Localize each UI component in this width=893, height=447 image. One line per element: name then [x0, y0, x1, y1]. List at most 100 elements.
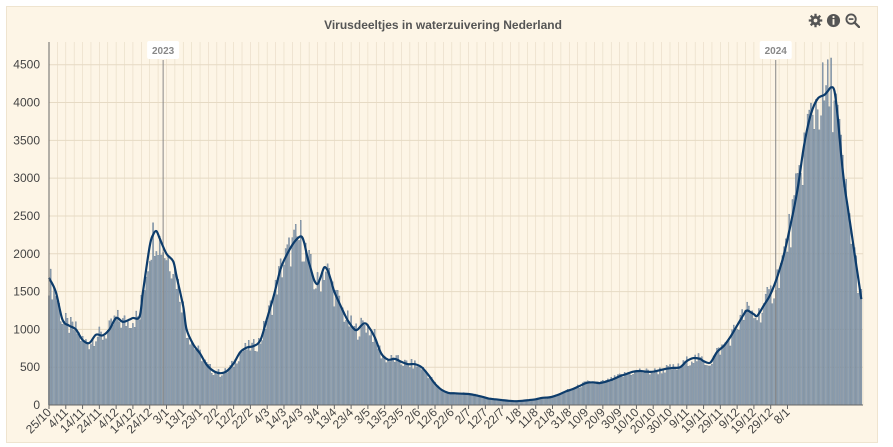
y-tick-label: 1000	[13, 322, 40, 336]
bar	[588, 381, 591, 406]
bar	[107, 330, 109, 406]
bar	[570, 389, 572, 406]
bar	[454, 393, 456, 406]
bar	[217, 369, 220, 406]
bar	[850, 243, 852, 406]
bar	[412, 368, 414, 406]
gear-icon[interactable]	[808, 13, 823, 28]
bar	[68, 332, 70, 406]
bar	[449, 393, 451, 406]
bar	[377, 348, 379, 406]
bar	[838, 118, 841, 406]
bar	[180, 312, 183, 406]
bar	[316, 272, 319, 406]
bar	[832, 132, 834, 406]
bar	[679, 368, 681, 406]
bar	[130, 328, 132, 406]
bar	[749, 312, 752, 406]
zoom-out-icon[interactable]	[845, 13, 860, 28]
y-tick-label: 0	[33, 398, 40, 412]
bar	[387, 359, 389, 406]
bar	[49, 268, 52, 406]
bar	[674, 366, 676, 406]
bar	[581, 382, 584, 406]
bar	[234, 359, 237, 406]
bar	[204, 359, 206, 406]
bar	[627, 373, 629, 406]
bar	[667, 366, 670, 406]
bar	[340, 307, 342, 406]
bar	[402, 365, 404, 406]
bar	[427, 378, 430, 406]
x-tick-label: 8/1	[771, 405, 793, 427]
bar	[291, 237, 294, 406]
bar	[753, 318, 755, 406]
bar	[169, 271, 171, 406]
bar	[691, 361, 693, 406]
bar	[232, 366, 235, 406]
bar	[65, 313, 67, 406]
bar	[756, 320, 759, 406]
bar	[160, 254, 163, 406]
bar	[343, 321, 346, 406]
bar	[716, 348, 718, 406]
trend-line	[48, 86, 863, 403]
bar	[628, 372, 631, 406]
bar	[813, 129, 816, 406]
bar	[306, 258, 309, 406]
bar	[192, 345, 195, 406]
bar	[269, 300, 272, 406]
bar	[138, 319, 141, 406]
bar	[481, 397, 483, 406]
bar	[622, 376, 624, 406]
bar	[456, 394, 458, 406]
bar	[153, 256, 156, 406]
bar	[328, 268, 331, 406]
bar	[724, 342, 727, 406]
bar	[385, 362, 388, 406]
bar	[722, 345, 725, 406]
bar	[719, 354, 722, 406]
bar	[429, 377, 431, 406]
bar	[133, 327, 136, 406]
bar	[409, 367, 411, 406]
bar	[414, 360, 416, 406]
bar	[459, 393, 461, 406]
bar	[659, 367, 661, 406]
bar	[258, 338, 260, 406]
bar	[100, 331, 102, 406]
bar	[571, 389, 574, 406]
bar	[303, 261, 305, 406]
bar	[179, 301, 181, 406]
bar	[778, 288, 780, 406]
bar	[333, 306, 336, 406]
bar	[860, 288, 863, 406]
bar	[216, 374, 218, 406]
bar	[397, 355, 399, 406]
bar	[818, 129, 821, 406]
bar	[727, 338, 730, 406]
bar	[83, 340, 85, 406]
bar	[707, 365, 710, 406]
bar	[80, 340, 82, 406]
bar	[466, 393, 468, 406]
bar	[157, 255, 159, 406]
bar	[338, 295, 341, 406]
bar	[236, 363, 238, 406]
bar	[288, 237, 290, 406]
year-marker-label: 2023	[152, 46, 175, 57]
bar	[766, 287, 769, 406]
bar	[635, 369, 638, 406]
bar	[404, 359, 406, 406]
bar	[378, 345, 381, 406]
bar	[318, 279, 320, 406]
bar	[362, 320, 364, 406]
bar	[684, 363, 686, 406]
info-icon[interactable]	[826, 13, 841, 28]
bar	[155, 251, 158, 406]
bar	[202, 359, 205, 406]
x-tick-labels: 25/104/1114/1124/114/1214/1224/123/113/1…	[23, 405, 793, 436]
bar	[422, 367, 425, 406]
bar	[681, 366, 683, 406]
bar	[665, 365, 668, 406]
